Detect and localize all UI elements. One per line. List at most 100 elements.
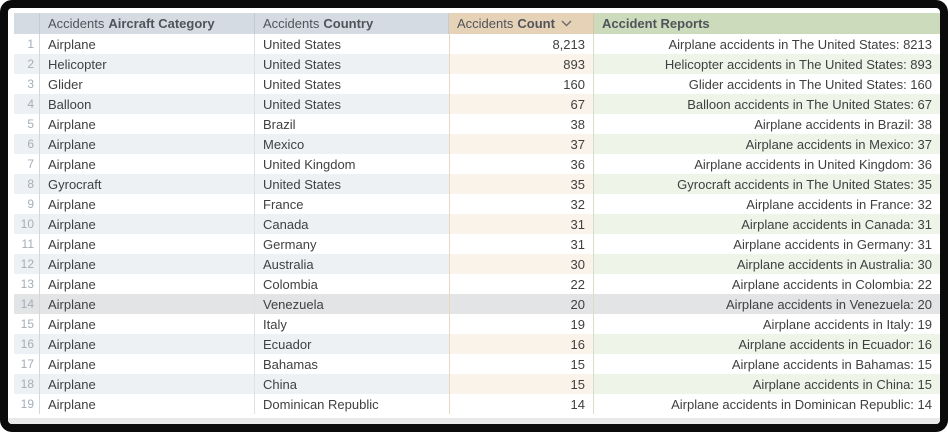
cell-country[interactable]: France [255,194,449,214]
cell-count[interactable]: 22 [449,274,594,294]
cell-country[interactable]: United States [255,94,449,114]
cell-count[interactable]: 37 [449,134,594,154]
cell-count[interactable]: 31 [449,214,594,234]
cell-aircraft-category[interactable]: Airplane [40,134,255,154]
cell-count[interactable]: 30 [449,254,594,274]
row-number: 8 [14,174,40,194]
cell-aircraft-category[interactable]: Gyrocraft [40,174,255,194]
row-number: 19 [14,394,40,414]
cell-count[interactable]: 19 [449,314,594,334]
cell-country[interactable]: Germany [255,234,449,254]
cell-aircraft-category[interactable]: Balloon [40,94,255,114]
cell-country[interactable]: Ecuador [255,334,449,354]
cell-count[interactable]: 32 [449,194,594,214]
cell-aircraft-category[interactable]: Airplane [40,114,255,134]
cell-count[interactable]: 16 [449,334,594,354]
cell-accident-report[interactable]: Airplane accidents in Germany: 31 [594,234,940,254]
cell-aircraft-category[interactable]: Airplane [40,394,255,414]
cell-count[interactable]: 31 [449,234,594,254]
table-surface: Accidents Aircraft Category Accidents Co… [8,8,940,424]
cell-accident-report[interactable]: Airplane accidents in Australia: 30 [594,254,940,274]
cell-count[interactable]: 15 [449,374,594,394]
cell-accident-report[interactable]: Airplane accidents in Canada: 31 [594,214,940,234]
header-label: Aircraft Category [108,16,215,31]
cell-count[interactable]: 38 [449,114,594,134]
row-number: 15 [14,314,40,334]
cell-accident-report[interactable]: Airplane accidents in Colombia: 22 [594,274,940,294]
cell-aircraft-category[interactable]: Airplane [40,374,255,394]
cell-country[interactable]: Mexico [255,134,449,154]
cell-accident-report[interactable]: Airplane accidents in Dominican Republic… [594,394,940,414]
cell-accident-report[interactable]: Airplane accidents in Venezuela: 20 [594,294,940,314]
cell-aircraft-category[interactable]: Airplane [40,194,255,214]
cell-aircraft-category[interactable]: Airplane [40,234,255,254]
cell-count[interactable]: 35 [449,174,594,194]
cell-country[interactable]: Colombia [255,274,449,294]
cell-count[interactable]: 8,213 [449,34,594,54]
cell-country[interactable]: United Kingdom [255,154,449,174]
cell-aircraft-category[interactable]: Airplane [40,314,255,334]
cell-country[interactable]: United States [255,54,449,74]
cell-aircraft-category[interactable]: Helicopter [40,54,255,74]
header-prefix: Accidents [457,16,514,31]
cell-aircraft-category[interactable]: Airplane [40,354,255,374]
row-number: 3 [14,74,40,94]
cell-aircraft-category[interactable]: Airplane [40,154,255,174]
cell-count[interactable]: 15 [449,354,594,374]
cell-country[interactable]: United States [255,34,449,54]
cell-accident-report[interactable]: Airplane accidents in Italy: 19 [594,314,940,334]
cell-accident-report[interactable]: Gyrocraft accidents in The United States… [594,174,940,194]
cell-accident-report[interactable]: Airplane accidents in Bahamas: 15 [594,354,940,374]
row-number: 9 [14,194,40,214]
header-accident-reports[interactable]: Accident Reports [594,13,940,34]
cell-country[interactable]: Brazil [255,114,449,134]
header-aircraft-category[interactable]: Accidents Aircraft Category [40,13,255,34]
cell-country[interactable]: China [255,374,449,394]
cell-aircraft-category[interactable]: Airplane [40,274,255,294]
cell-count[interactable]: 14 [449,394,594,414]
row-number: 16 [14,334,40,354]
cell-accident-report[interactable]: Airplane accidents in Ecuador: 16 [594,334,940,354]
header-count[interactable]: Accidents Count [449,13,594,34]
cell-country[interactable]: United States [255,74,449,94]
table-row: 3 Glider United States 160 Glider accide… [14,74,940,94]
cell-country[interactable]: United States [255,174,449,194]
cell-accident-report[interactable]: Balloon accidents in The United States: … [594,94,940,114]
cell-aircraft-category[interactable]: Airplane [40,334,255,354]
cell-country[interactable]: Venezuela [255,294,449,314]
cell-aircraft-category[interactable]: Airplane [40,34,255,54]
cell-accident-report[interactable]: Airplane accidents in China: 15 [594,374,940,394]
cell-count[interactable]: 893 [449,54,594,74]
cell-country[interactable]: Italy [255,314,449,334]
row-number: 10 [14,214,40,234]
cell-aircraft-category[interactable]: Airplane [40,294,255,314]
cell-country[interactable]: Dominican Republic [255,394,449,414]
cell-count[interactable]: 36 [449,154,594,174]
row-number: 11 [14,234,40,254]
cell-aircraft-category[interactable]: Glider [40,74,255,94]
cell-aircraft-category[interactable]: Airplane [40,254,255,274]
row-number: 4 [14,94,40,114]
cell-accident-report[interactable]: Helicopter accidents in The United State… [594,54,940,74]
cell-accident-report[interactable]: Airplane accidents in The United States:… [594,34,940,54]
table-row: 8 Gyrocraft United States 35 Gyrocraft a… [14,174,940,194]
sort-descending-chevron-down-icon[interactable] [561,20,572,27]
table-row: 6 Airplane Mexico 37 Airplane accidents … [14,134,940,154]
cell-accident-report[interactable]: Airplane accidents in Brazil: 38 [594,114,940,134]
cell-country[interactable]: Australia [255,254,449,274]
cell-accident-report[interactable]: Airplane accidents in Mexico: 37 [594,134,940,154]
cell-count[interactable]: 67 [449,94,594,114]
cell-accident-report[interactable]: Glider accidents in The United States: 1… [594,74,940,94]
cell-country[interactable]: Bahamas [255,354,449,374]
table-row: 14 Airplane Venezuela 20 Airplane accide… [14,294,940,314]
cell-count[interactable]: 20 [449,294,594,314]
header-country[interactable]: Accidents Country [255,13,449,34]
table-row: 4 Balloon United States 67 Balloon accid… [14,94,940,114]
table-row: 11 Airplane Germany 31 Airplane accident… [14,234,940,254]
table-row: 16 Airplane Ecuador 16 Airplane accident… [14,334,940,354]
cell-aircraft-category[interactable]: Airplane [40,214,255,234]
cell-country[interactable]: Canada [255,214,449,234]
cell-accident-report[interactable]: Airplane accidents in United Kingdom: 36 [594,154,940,174]
cell-count[interactable]: 160 [449,74,594,94]
cell-accident-report[interactable]: Airplane accidents in France: 32 [594,194,940,214]
